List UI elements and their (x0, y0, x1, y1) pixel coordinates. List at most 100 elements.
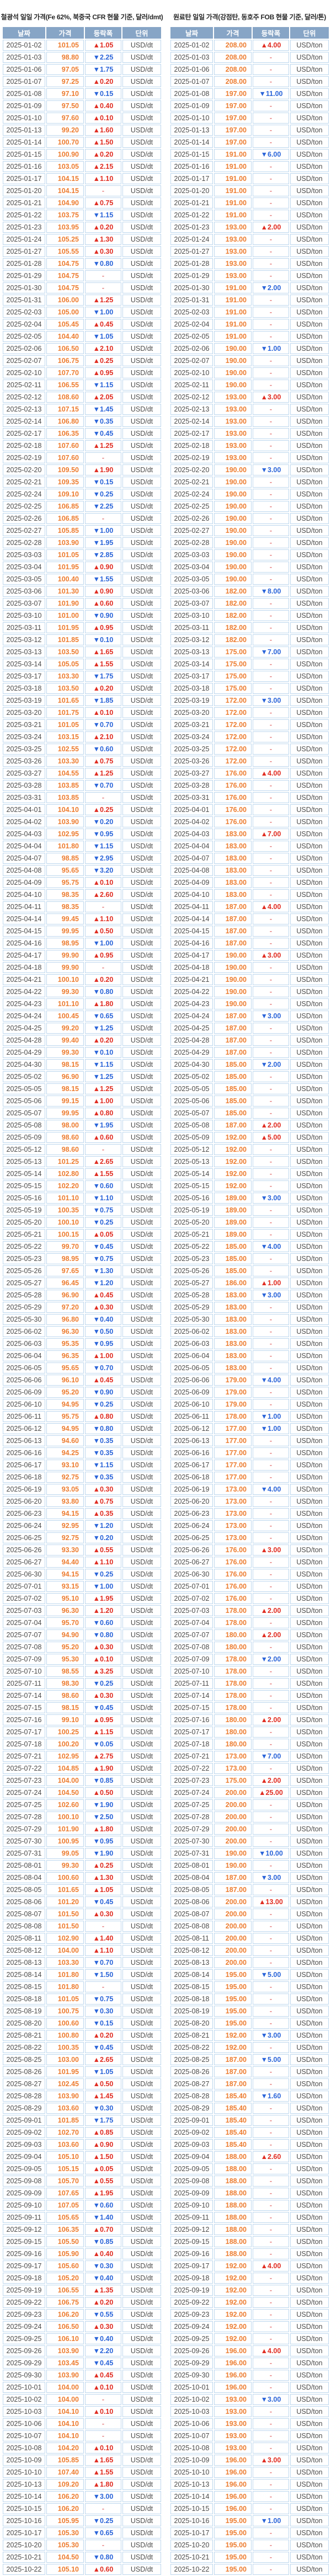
price-cell: 94.90 (46, 1629, 84, 1640)
unit-cell: USD/ton (290, 404, 329, 415)
unit-cell: USD/dt (122, 1071, 161, 1082)
date-cell: 2025-06-20 (3, 1496, 45, 1507)
change-cell: - (253, 938, 289, 949)
price-cell: 98.35 (46, 901, 84, 912)
date-cell: 2025-05-15 (3, 1180, 45, 1191)
table-row: 2025-10-15 106.20- USD/dt (3, 2503, 161, 2514)
date-cell: 2025-02-18 (170, 440, 213, 451)
unit-cell: USD/dt (122, 986, 161, 997)
table-row: 2025-06-24 173.00- USD/ton (170, 1520, 329, 1531)
unit-cell: USD/dt (122, 1484, 161, 1495)
date-cell: 2025-05-05 (3, 1083, 45, 1094)
unit-cell: USD/ton (290, 1775, 329, 1786)
date-cell: 2025-09-23 (3, 2309, 45, 2320)
change-cell: ▼0.85 (85, 2236, 121, 2247)
price-cell: 94.25 (46, 1447, 84, 1458)
date-cell: 2025-03-24 (170, 731, 213, 742)
table-row: 2025-07-16 180.00 ▲2.00 USD/ton (170, 1714, 329, 1725)
change-cell: - (253, 2309, 289, 2320)
price-cell: 99.05 (46, 1848, 84, 1859)
table-row: 2025-08-05 187.00- USD/ton (170, 1884, 329, 1895)
unit-cell: USD/dt (122, 1957, 161, 1968)
table-row: 2025-04-10 183.00- USD/ton (170, 889, 329, 900)
price-cell: 197.00 (214, 100, 252, 111)
price-cell: 109.10 (46, 489, 84, 500)
date-cell: 2025-09-10 (3, 2200, 45, 2211)
unit-cell: USD/ton (290, 1532, 329, 1543)
unit-cell: USD/ton (290, 1095, 329, 1107)
iron-ore-table-title: 철광석 일일 가격(Fe 62%, 북중국 CFR 현물 기준, 달러/dmt) (1, 13, 163, 21)
price-cell: 101.50 (46, 1921, 84, 1932)
date-cell: 2025-04-23 (170, 998, 213, 1009)
table-row: 2025-07-11 98.30 ▼0.25 USD/dt (3, 1678, 161, 1689)
change-cell: - (253, 1326, 289, 1337)
unit-cell: USD/ton (290, 1290, 329, 1301)
table-row: 2025-06-23 173.00- USD/ton (170, 1508, 329, 1519)
unit-cell: USD/ton (290, 1544, 329, 1556)
change-cell: - (253, 246, 289, 257)
table-row: 2025-10-10 107.40 ▲1.55 USD/dt (3, 2467, 161, 2478)
date-cell: 2025-03-31 (170, 792, 213, 803)
unit-cell: USD/dt (122, 440, 161, 451)
change-cell: - (253, 452, 289, 463)
date-cell: 2025-08-21 (3, 2030, 45, 2041)
date-cell: 2025-08-04 (3, 1872, 45, 1883)
table-row: 2025-07-15 178.00- USD/ton (170, 1702, 329, 1713)
date-cell: 2025-01-22 (170, 210, 213, 221)
unit-cell: USD/ton (290, 1387, 329, 1398)
date-cell: 2025-01-06 (3, 64, 45, 75)
price-cell: 176.00 (214, 1581, 252, 1592)
table-row: 2025-08-08 200.00- USD/ton (170, 1921, 329, 1932)
unit-cell: USD/ton (290, 2552, 329, 2563)
price-cell: 191.00 (214, 149, 252, 160)
date-cell: 2025-10-01 (3, 2382, 45, 2393)
table-row: 2025-03-04 190.00- USD/ton (170, 562, 329, 573)
price-cell: 97.50 (46, 100, 84, 111)
price-cell: 175.00 (214, 646, 252, 658)
unit-cell: USD/ton (290, 2503, 329, 2514)
change-cell: - (253, 367, 289, 378)
unit-cell: USD/ton (290, 76, 329, 87)
table-row: 2025-09-30 196.00- USD/ton (170, 2370, 329, 2381)
unit-cell: USD/dt (122, 100, 161, 111)
unit-cell: USD/dt (122, 1654, 161, 1665)
date-cell: 2025-03-28 (3, 780, 45, 791)
date-cell: 2025-08-28 (170, 2091, 213, 2102)
price-cell: 195.00 (214, 2527, 252, 2538)
price-cell: 183.00 (214, 1362, 252, 1373)
table-row: 2025-01-13 197.00- USD/ton (170, 125, 329, 136)
price-cell: 103.75 (46, 210, 84, 221)
change-cell: ▲0.20 (85, 1035, 121, 1046)
date-cell: 2025-02-21 (3, 477, 45, 488)
change-cell: ▼0.10 (85, 1047, 121, 1058)
table-row: 2025-03-03 101.05 ▼2.85 USD/dt (3, 549, 161, 560)
price-cell: 183.00 (214, 841, 252, 852)
price-cell: 103.90 (46, 2345, 84, 2356)
unit-cell: USD/ton (290, 1945, 329, 1956)
change-cell: - (253, 804, 289, 815)
change-cell: - (253, 513, 289, 524)
price-cell: 173.00 (214, 1763, 252, 1774)
price-cell: 187.00 (214, 2078, 252, 2089)
change-cell: - (253, 1727, 289, 1738)
change-cell: ▲2.00 (253, 222, 289, 233)
table-row: 2025-10-21 104.50 ▼0.80 USD/dt (3, 2552, 161, 2563)
unit-cell: USD/dt (122, 2260, 161, 2272)
price-cell: 183.00 (214, 877, 252, 888)
date-cell: 2025-06-19 (3, 1484, 45, 1495)
date-cell: 2025-04-18 (3, 962, 45, 973)
price-cell: 102.55 (46, 744, 84, 755)
date-cell: 2025-06-04 (3, 1350, 45, 1361)
price-cell: 193.00 (214, 440, 252, 451)
unit-cell: USD/dt (122, 1896, 161, 1907)
price-cell: 190.00 (214, 489, 252, 500)
change-cell: - (253, 1472, 289, 1483)
change-cell: ▲0.60 (85, 2564, 121, 2575)
table-row: 2025-08-08 101.50- USD/dt (3, 1921, 161, 1932)
change-cell: ▼8.00 (253, 586, 289, 597)
price-cell: 190.00 (214, 513, 252, 524)
change-cell: - (253, 234, 289, 245)
table-row: 2025-01-17 191.00- USD/ton (170, 173, 329, 184)
unit-cell: USD/dt (122, 125, 161, 136)
unit-cell: USD/dt (122, 2527, 161, 2538)
